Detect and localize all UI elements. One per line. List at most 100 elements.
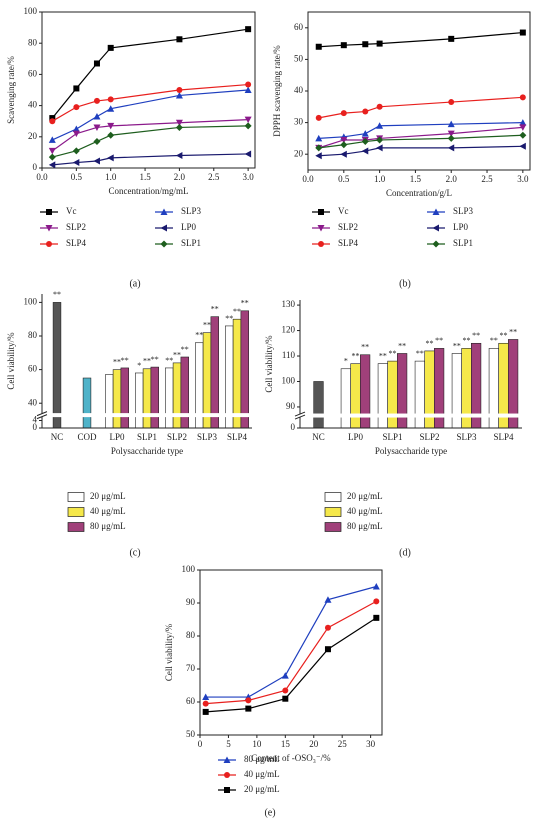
legend-swatch [67,492,85,502]
bar [165,367,174,429]
series-line [318,126,523,149]
x-tick-label: SLP3 [456,432,477,442]
x-axis-label: Polysaccharide type [111,446,183,456]
significance: ** [121,356,129,365]
y-tick-label: 80 [28,37,38,47]
marker [282,687,289,694]
significance: ** [195,331,203,340]
marker [318,241,324,247]
x-tick-label: 0.5 [338,174,350,184]
significance: ** [435,336,443,345]
marker [432,224,439,232]
series-line [51,119,249,152]
y-tick-label: 60 [294,22,304,32]
x-tick-label: NC [51,432,64,442]
panel-label: (a) [129,278,140,289]
y-tick-label: 90 [186,597,196,607]
marker [48,147,56,155]
marker [519,29,526,36]
marker [432,240,440,248]
x-tick-label: NC [312,432,325,442]
bar [180,356,189,429]
marker [202,708,209,715]
marker [223,756,231,763]
bar [150,366,159,429]
marker [176,36,183,43]
bar [340,368,351,429]
significance: ** [113,357,121,366]
marker [361,138,369,146]
legend-label: SLP1 [453,238,473,248]
significance: ** [379,351,387,360]
significance: ** [361,343,369,352]
marker [49,115,56,122]
x-tick-label: 0 [198,739,203,749]
y-tick-label: 30 [294,117,304,127]
bar [142,368,152,429]
y-tick-label: 0 [33,162,38,172]
x-tick-label: 25 [338,739,348,749]
marker [362,41,369,48]
marker [46,241,52,247]
axis-break-gap [294,413,522,418]
legend-label: LP0 [453,222,469,232]
legend-label: 20 μg/mL [90,491,126,501]
marker [202,700,209,707]
significance: ** [53,290,61,299]
bar [240,310,249,429]
marker [245,705,252,712]
marker [72,125,80,132]
marker [107,96,114,103]
bar [112,369,122,429]
legend-swatch [324,507,342,517]
significance: ** [472,331,480,340]
x-tick-label: 2.5 [481,174,493,184]
marker [224,787,230,793]
bar [414,360,425,429]
plot-frame [41,11,256,169]
marker [448,35,455,42]
y-tick-label: 80 [186,630,196,640]
marker [282,695,289,702]
bar [172,362,182,429]
bar [377,363,388,429]
bar [225,325,234,429]
significance: ** [211,305,219,314]
y-tick-label: 4 [33,415,38,425]
series-line [318,96,523,119]
significance: * [344,357,348,366]
legend-label: 40 μg/mL [90,506,126,516]
y-tick-label: 60 [28,364,38,374]
bar [387,360,398,429]
marker [376,103,383,110]
marker [245,26,252,33]
marker [324,646,331,653]
marker [244,116,252,124]
marker [175,123,183,131]
marker [372,583,380,590]
series-line [205,600,377,705]
x-tick-label: 3.0 [243,172,255,182]
x-tick-label: 1.5 [139,172,151,182]
marker [107,131,115,139]
marker [340,136,348,144]
marker [519,94,526,101]
series-line [205,585,377,698]
significance: ** [233,307,241,316]
x-tick-label: 20 [309,739,319,749]
marker [315,43,322,50]
marker [93,113,101,120]
panel-label: (e) [264,807,275,818]
marker [93,157,100,165]
y-tick-label: 60 [28,68,38,78]
marker [48,136,56,143]
legend-label: SLP2 [66,222,86,232]
x-tick-label: 2.5 [208,172,220,182]
marker [340,42,347,49]
marker [72,147,80,155]
marker [107,122,115,130]
y-axis-label: Scavenging rate/% [6,56,16,124]
legend-swatch [67,507,85,517]
marker [519,124,527,131]
